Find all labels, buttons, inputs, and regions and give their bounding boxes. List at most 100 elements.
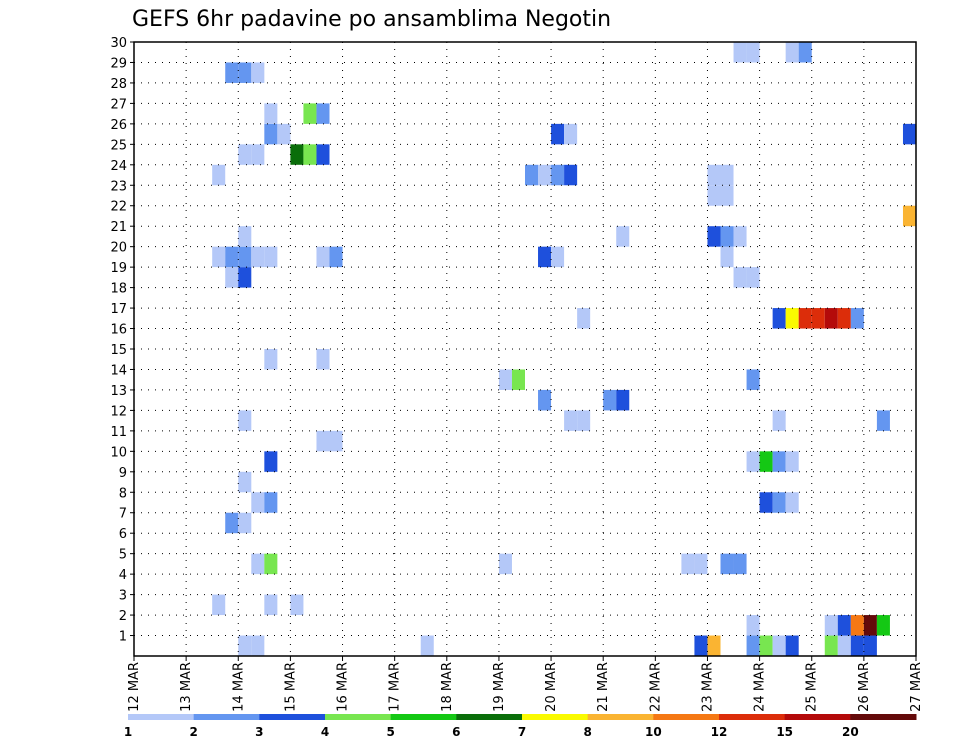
heatmap-cell — [225, 267, 239, 288]
colorbar-label: 4 — [321, 725, 329, 739]
y-tick-label: 17 — [110, 302, 127, 317]
x-tick-label: 12 MAR — [127, 662, 142, 712]
colorbar-swatch — [128, 714, 195, 720]
y-tick-label: 7 — [119, 507, 127, 522]
heatmap-cell — [264, 349, 278, 370]
y-tick-label: 24 — [110, 159, 127, 174]
x-tick-label: 21 MAR — [596, 662, 611, 712]
heatmap-cell — [251, 144, 265, 165]
heatmap-cell — [746, 42, 760, 63]
heatmap-cell — [577, 308, 591, 329]
heatmap-cell — [746, 369, 760, 390]
heatmap-cell — [551, 246, 565, 268]
heatmap-cell — [759, 451, 773, 472]
heatmap-cell — [238, 62, 252, 83]
heatmap-cell — [564, 410, 578, 431]
y-tick-label: 15 — [110, 343, 127, 358]
heatmap-cell — [564, 164, 578, 186]
heatmap-cell — [746, 615, 760, 636]
heatmap-cell — [538, 164, 552, 186]
heatmap-cell — [707, 185, 721, 206]
heatmap-cell — [720, 246, 734, 268]
heatmap-cell — [694, 553, 708, 575]
colorbar-label: 3 — [255, 725, 263, 739]
y-tick-label: 18 — [110, 282, 127, 297]
heatmap-cell — [772, 635, 786, 656]
heatmap-cell — [746, 451, 760, 472]
heatmap-cell — [824, 635, 838, 656]
heatmap-cell — [681, 553, 695, 575]
heatmap-cell — [772, 308, 786, 329]
heatmap-cell — [798, 42, 812, 63]
heatmap-cell — [759, 635, 773, 656]
y-tick-label: 11 — [110, 425, 127, 440]
heatmap-cell — [264, 553, 278, 575]
x-tick-label: 26 MAR — [857, 662, 872, 712]
heatmap-cell — [902, 205, 916, 227]
heatmap-cell — [264, 451, 278, 472]
heatmap-cell — [511, 369, 525, 390]
heatmap-cell — [238, 267, 252, 288]
heatmap-cell — [811, 308, 825, 329]
colorbar-swatch — [719, 714, 786, 720]
heatmap-cell — [785, 42, 799, 63]
heatmap-cell — [329, 430, 343, 452]
colorbar-label: 15 — [776, 725, 793, 739]
heatmap-cell — [251, 553, 265, 575]
x-tick-label: 14 MAR — [231, 662, 246, 712]
colorbar: 1 2 3 4 5 6 7 8 10 12 15 20 — [124, 714, 917, 739]
heatmap-cell — [616, 226, 630, 247]
y-tick-label: 2 — [119, 609, 127, 624]
colorbar-label: 2 — [189, 725, 197, 739]
y-tick-label: 3 — [119, 589, 127, 604]
heatmap-cell — [251, 246, 265, 268]
x-tick-label: 24 MAR — [753, 662, 768, 712]
heatmap-cell — [707, 635, 721, 656]
y-tick-label: 5 — [119, 548, 127, 563]
heatmap-cell — [316, 430, 330, 452]
colorbar-label: 5 — [386, 725, 394, 739]
colorbar-swatch — [456, 714, 523, 720]
heatmap-cell — [316, 103, 330, 124]
colorbar-swatch — [587, 714, 654, 720]
heatmap-cell — [577, 410, 591, 431]
colorbar-label: 8 — [583, 725, 591, 739]
heatmap-cell — [824, 615, 838, 636]
heatmap-cell — [264, 246, 278, 268]
x-tick-label: 19 MAR — [492, 662, 507, 712]
colorbar-swatch — [850, 714, 917, 720]
heatmap-cell — [551, 164, 565, 186]
colorbar-label: 1 — [124, 725, 132, 739]
heatmap-cell — [316, 349, 330, 370]
heatmap-cell — [225, 62, 239, 83]
heatmap-cell — [225, 512, 239, 534]
heatmap-cell — [902, 123, 916, 145]
y-tick-label: 9 — [119, 466, 127, 481]
x-tick-label: 18 MAR — [440, 662, 455, 712]
y-tick-label: 26 — [110, 118, 127, 133]
y-tick-label: 19 — [110, 261, 127, 276]
y-tick-label: 25 — [110, 138, 127, 153]
heatmap-cell — [290, 594, 304, 616]
heatmap-cell — [720, 553, 734, 575]
heatmap-cell — [212, 164, 226, 186]
heatmap-cell — [525, 164, 539, 186]
x-tick-label: 27 MAR — [909, 662, 924, 712]
heatmap-cell — [863, 615, 877, 636]
heatmap-cell — [746, 267, 760, 288]
heatmap-cell — [264, 103, 278, 124]
y-tick-label: 1 — [119, 630, 127, 645]
heatmap-cell — [303, 103, 317, 124]
heatmap-cell — [720, 226, 734, 247]
colorbar-swatch — [259, 714, 326, 720]
heatmap-cell — [746, 635, 760, 656]
y-tick-label: 27 — [110, 97, 127, 112]
heatmap-cell — [837, 615, 851, 636]
y-tick-label: 12 — [110, 404, 127, 419]
x-tick-label: 25 MAR — [805, 662, 820, 712]
heatmap-cell — [277, 123, 291, 145]
heatmap-cell — [837, 635, 851, 656]
heatmap-cell — [733, 42, 747, 63]
y-tick-label: 10 — [110, 445, 127, 460]
heatmap-cell — [720, 164, 734, 186]
